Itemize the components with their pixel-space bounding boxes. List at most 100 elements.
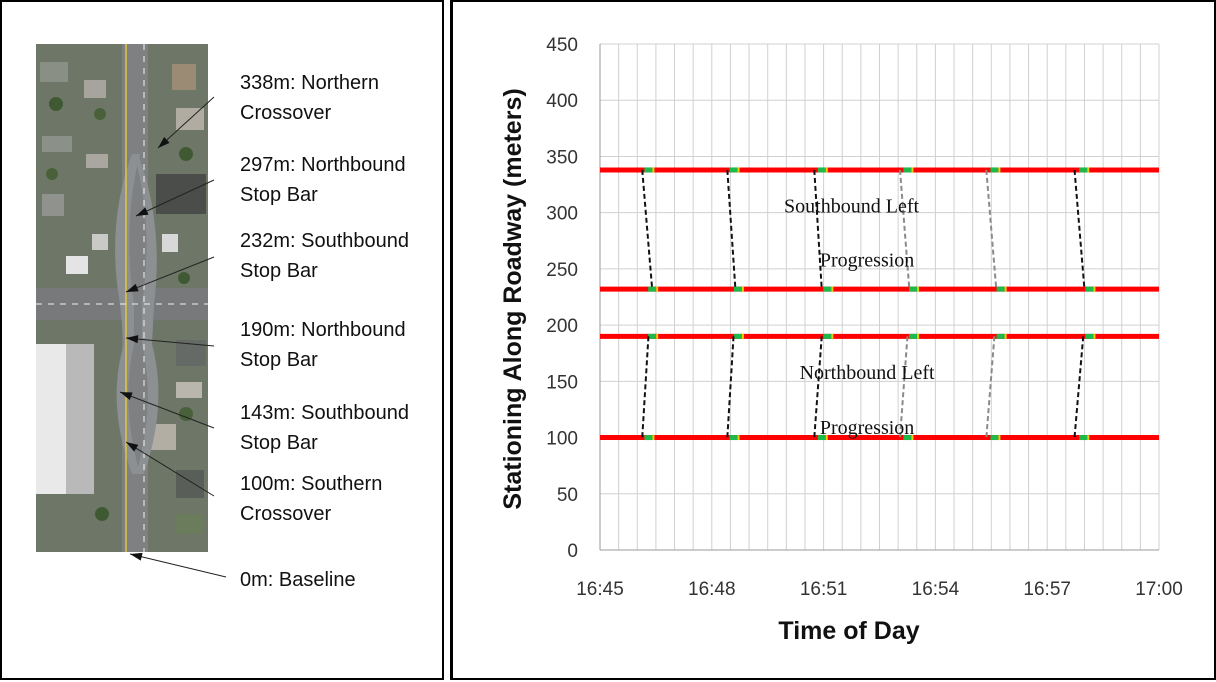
progression-line [898, 169, 911, 290]
time-space-diagram-panel: Southbound Left Progression Northbound Lef… [450, 0, 1216, 680]
green-phase-mark [996, 333, 1005, 339]
annotation-label: Progression [820, 417, 914, 439]
yellow-phase-mark [917, 333, 920, 339]
x-tick-labels: 16:45 16:48 16:51 16:54 16:57 17:00 [576, 579, 1183, 600]
callout-southern-crossover: 100m: Southern Crossover [240, 469, 382, 529]
callout-baseline: 0m: Baseline [240, 565, 356, 595]
green-phase-mark [733, 286, 742, 292]
yellow-phase-mark [1004, 333, 1007, 339]
green-phase-mark [996, 286, 1005, 292]
annotation-label: Progression [820, 250, 914, 272]
green-phase-mark [817, 167, 826, 173]
yellow-phase-mark [652, 167, 655, 173]
callout-line: Stop Bar [240, 432, 318, 454]
yellow-phase-mark [656, 286, 659, 292]
callout-line: Stop Bar [240, 349, 318, 371]
y-tick-label: 100 [546, 429, 578, 450]
callout-line: 338m: Northern [240, 72, 379, 94]
green-phase-mark [729, 167, 738, 173]
x-tick-label: 16:54 [912, 579, 960, 600]
y-tick-label: 0 [567, 541, 578, 562]
yellow-phase-mark [825, 435, 828, 441]
green-phase-mark [1079, 435, 1088, 441]
progression-line [1073, 336, 1085, 438]
callout-line: 297m: Northbound [240, 154, 406, 176]
callout-line: 0m: Baseline [240, 569, 356, 591]
yellow-phase-mark [741, 333, 744, 339]
y-tick-label: 150 [546, 372, 578, 393]
x-tick-label: 16:48 [688, 579, 736, 600]
callout-southbound-stop-bar-232: 232m: Southbound Stop Bar [240, 226, 409, 286]
y-tick-label: 250 [546, 260, 578, 281]
x-tick-label: 16:51 [800, 579, 848, 600]
y-tick-label: 50 [557, 485, 578, 506]
callout-line: 143m: Southbound [240, 402, 410, 424]
x-axis-title: Time of Day [778, 617, 919, 645]
callout-northbound-stop-bar-190: 190m: Northbound Stop Bar [240, 315, 406, 375]
green-phase-mark [648, 333, 657, 339]
y-tick-label: 450 [546, 35, 578, 56]
green-phase-mark [903, 435, 912, 441]
progression-line [1073, 169, 1086, 290]
yellow-phase-mark [998, 435, 1001, 441]
callout-line: Crossover [240, 503, 332, 525]
intersection-layout-panel: 338m: Northern Crossover 297m: Northboun… [0, 0, 444, 680]
yellow-phase-mark [831, 333, 834, 339]
yellow-phase-mark [652, 435, 655, 441]
annotation-label: Northbound Left [800, 362, 935, 384]
callout-line: 232m: Southbound [240, 230, 410, 252]
green-phase-mark [1079, 167, 1088, 173]
yellow-phase-mark [1087, 435, 1090, 441]
callout-line: 100m: Southern [240, 473, 383, 495]
green-phase-mark [729, 435, 738, 441]
annotations: Southbound Left Progression Northbound Lef… [784, 196, 935, 440]
yellow-phase-mark [741, 286, 744, 292]
green-phase-mark [909, 286, 918, 292]
signal-bars [600, 167, 1159, 441]
y-tick-label: 300 [546, 204, 578, 225]
green-phase-mark [1085, 333, 1094, 339]
callout-southbound-stop-bar-143: 143m: Southbound Stop Bar [240, 398, 409, 458]
progression-lines [641, 169, 1086, 438]
progression-line [726, 336, 735, 438]
annotation-label: Southbound Left [784, 196, 919, 218]
progression-line [813, 169, 823, 290]
y-tick-label: 350 [546, 147, 578, 168]
green-phase-mark [903, 167, 912, 173]
green-phase-mark [648, 286, 657, 292]
y-tick-label: 200 [546, 316, 578, 337]
yellow-phase-mark [1087, 167, 1090, 173]
green-phase-mark [990, 435, 999, 441]
green-phase-mark [817, 435, 826, 441]
yellow-phase-mark [911, 435, 914, 441]
progression-line [985, 169, 998, 290]
green-phase-mark [823, 333, 832, 339]
green-phase-mark [733, 333, 742, 339]
yellow-phase-mark [1004, 286, 1007, 292]
yellow-phase-mark [825, 167, 828, 173]
callout-northern-crossover: 338m: Northern Crossover [240, 68, 379, 128]
aerial-photo [36, 44, 208, 552]
yellow-phase-mark [911, 167, 914, 173]
callout-line: Stop Bar [240, 260, 318, 282]
callout-line: Crossover [240, 102, 332, 124]
green-phase-mark [990, 167, 999, 173]
x-tick-label: 16:57 [1023, 579, 1071, 600]
callout-line: Stop Bar [240, 184, 318, 206]
yellow-phase-mark [737, 435, 740, 441]
x-tick-label: 16:45 [576, 579, 624, 600]
yellow-phase-mark [1093, 333, 1096, 339]
green-phase-mark [909, 333, 918, 339]
y-tick-label: 400 [546, 91, 578, 112]
progression-line [813, 336, 823, 438]
time-space-chart: Southbound Left Progression Northbound Lef… [499, 35, 1183, 645]
callout-arrowhead [130, 552, 143, 561]
grid-lines [599, 43, 1160, 551]
progression-line [898, 336, 909, 438]
yellow-phase-mark [1093, 286, 1096, 292]
yellow-phase-mark [656, 333, 659, 339]
green-phase-mark [823, 286, 832, 292]
y-axis-title: Stationing Along Roadway (meters) [499, 88, 527, 509]
green-phase-mark [644, 435, 653, 441]
y-tick-labels: 0 50 100 150 200 250 300 350 400 450 [546, 35, 578, 562]
